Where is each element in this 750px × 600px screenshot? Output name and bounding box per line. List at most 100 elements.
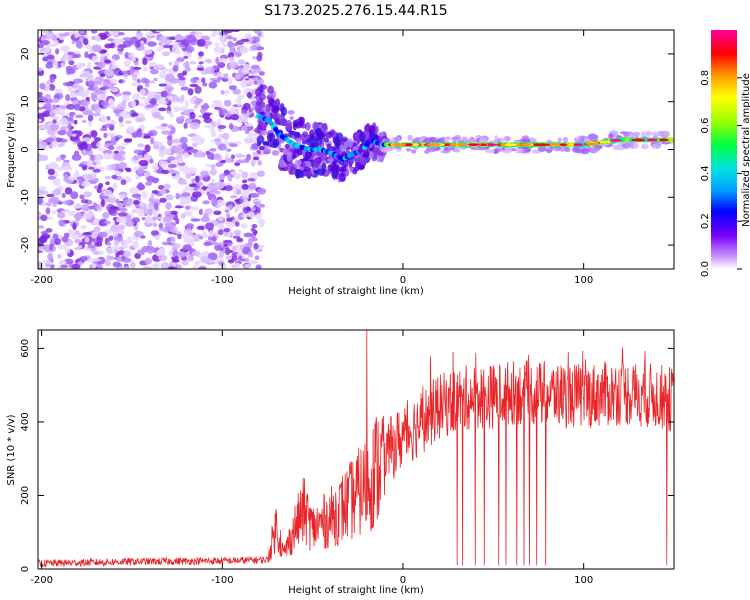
spectrogram-noise-speck	[121, 257, 132, 263]
spectrogram-noise-speck	[143, 78, 150, 84]
spectrogram-noise-speck	[147, 201, 155, 210]
spectrogram-signal-halo	[362, 150, 370, 159]
spectrogram-noise-speck	[123, 239, 134, 244]
spectrogram-noise-speck	[229, 56, 235, 62]
spectrogram-noise-speck	[210, 164, 216, 169]
spectrogram-noise-speck	[94, 35, 101, 42]
spectrogram-signal-halo	[511, 148, 516, 152]
spectrogram-signal-peak	[646, 138, 659, 142]
spectrogram-noise-speck	[184, 99, 189, 108]
spectrogram-noise-speck	[253, 242, 259, 250]
spectrogram-noise-speck	[186, 223, 195, 229]
spectrogram-signal-peak	[631, 138, 645, 142]
spectrogram-noise-speck	[237, 59, 246, 65]
spectrogram-noise-speck	[137, 208, 145, 217]
spectrogram-signal-halo	[339, 144, 345, 152]
spectrogram-noise-speck	[194, 139, 204, 146]
spectrogram-noise-speck	[73, 119, 78, 125]
spectrogram-noise-speck	[107, 132, 116, 138]
spectrogram-noise-speck	[129, 186, 139, 195]
spectrogram-noise-speck	[241, 171, 249, 179]
spectrogram-noise-speck	[164, 210, 171, 214]
spectrogram-signal-halo	[608, 133, 614, 139]
spectrogram-noise-speck	[256, 54, 263, 62]
spectrogram-noise-speck	[38, 197, 43, 205]
spectrogram-noise-speck	[198, 236, 204, 240]
spectrogram-noise-speck	[103, 152, 111, 161]
spectrogram-noise-speck	[63, 232, 70, 238]
spectrogram-noise-speck	[254, 255, 260, 261]
spectrogram-noise-speck	[197, 56, 203, 60]
spectrogram-noise-speck	[224, 208, 230, 213]
spectrogram-signal-halo	[295, 137, 302, 145]
spectrogram-signal-halo	[493, 148, 498, 154]
spectrogram-signal-peak	[609, 139, 622, 142]
spectrogram-noise-speck	[247, 240, 253, 248]
spectrogram-noise-speck	[189, 121, 200, 130]
spectrogram-noise-speck	[125, 111, 131, 115]
spectrogram-noise-speck	[144, 82, 150, 88]
spectrogram-noise-speck	[223, 30, 234, 34]
spectrogram-noise-speck	[113, 150, 120, 155]
spectrogram-noise-speck	[117, 51, 124, 55]
spectrogram-noise-speck	[110, 65, 117, 70]
spectrogram-noise-speck	[217, 260, 225, 266]
spectrogram-signal-halo	[358, 132, 366, 142]
spectrogram-noise-speck	[100, 198, 105, 207]
spectrogram-noise-speck	[77, 90, 87, 97]
spectrogram-noise-speck	[196, 39, 206, 47]
spectrogram-noise-speck	[254, 201, 261, 206]
spectrogram-noise-speck	[58, 219, 66, 227]
spectrogram-noise-speck	[206, 258, 212, 265]
spectrogram-noise-speck	[63, 258, 74, 265]
spectrogram-noise-speck	[112, 232, 118, 237]
spectrogram-signal-halo	[633, 142, 639, 149]
spectrogram-noise-speck	[91, 44, 102, 52]
spectrogram-noise-speck	[242, 102, 251, 110]
spectrogram-noise-speck	[190, 218, 201, 222]
spectrogram-noise-speck	[185, 46, 195, 53]
spectrogram-noise-speck	[208, 229, 214, 238]
spectrogram-noise-speck	[67, 85, 73, 93]
spectrogram-noise-speck	[90, 258, 101, 262]
spectrogram-noise-speck	[122, 91, 132, 96]
spectrogram-noise-speck	[92, 251, 100, 255]
spectrogram-signal-halo	[451, 136, 460, 140]
spectrogram-signal-halo	[359, 157, 366, 165]
spectrogram-noise-speck	[113, 153, 123, 161]
spectrogram-noise-speck	[224, 247, 231, 256]
spectrogram-noise-speck	[184, 117, 194, 124]
spectrogram-signal-halo	[504, 145, 512, 152]
spectrogram-noise-speck	[67, 229, 74, 235]
spectrogram-noise-speck	[167, 266, 175, 269]
spectrogram-noise-speck	[55, 156, 62, 162]
spectrogram-noise-speck	[79, 256, 88, 262]
spectrogram-signal-halo	[326, 157, 335, 163]
spectrogram-noise-speck	[242, 200, 251, 208]
spectrogram-noise-speck	[165, 202, 172, 210]
spectrogram-noise-speck	[96, 141, 102, 148]
spectrogram-noise-speck	[176, 251, 186, 258]
spectrogram-noise-speck	[104, 260, 110, 266]
spectrogram-noise-speck	[211, 198, 218, 207]
spectrogram-noise-speck	[63, 165, 73, 171]
spectrogram-noise-speck	[169, 77, 180, 84]
spectrogram-noise-speck	[38, 249, 43, 254]
spectrogram-noise-speck	[148, 208, 153, 216]
spectrogram-noise-speck	[99, 128, 108, 132]
spectrogram-noise-speck	[98, 182, 104, 189]
spectrogram-signal-halo	[304, 150, 312, 160]
spectrogram-noise-speck	[159, 188, 167, 195]
spectrogram-noise-speck	[77, 245, 83, 249]
spectrogram-noise-speck	[228, 85, 237, 91]
spectrogram-noise-speck	[110, 224, 119, 232]
spectrogram-noise-speck	[38, 154, 49, 162]
spectrogram-noise-speck	[82, 137, 92, 142]
spectrogram-noise-speck	[172, 65, 179, 72]
spectrogram-noise-speck	[74, 114, 84, 119]
spectrogram-noise-speck	[104, 220, 112, 224]
spectrogram-y-tick-label: 10	[20, 95, 31, 108]
spectrogram-noise-speck	[194, 260, 202, 265]
spectrogram-noise-speck	[134, 60, 139, 66]
spectrogram-noise-speck	[253, 156, 260, 161]
